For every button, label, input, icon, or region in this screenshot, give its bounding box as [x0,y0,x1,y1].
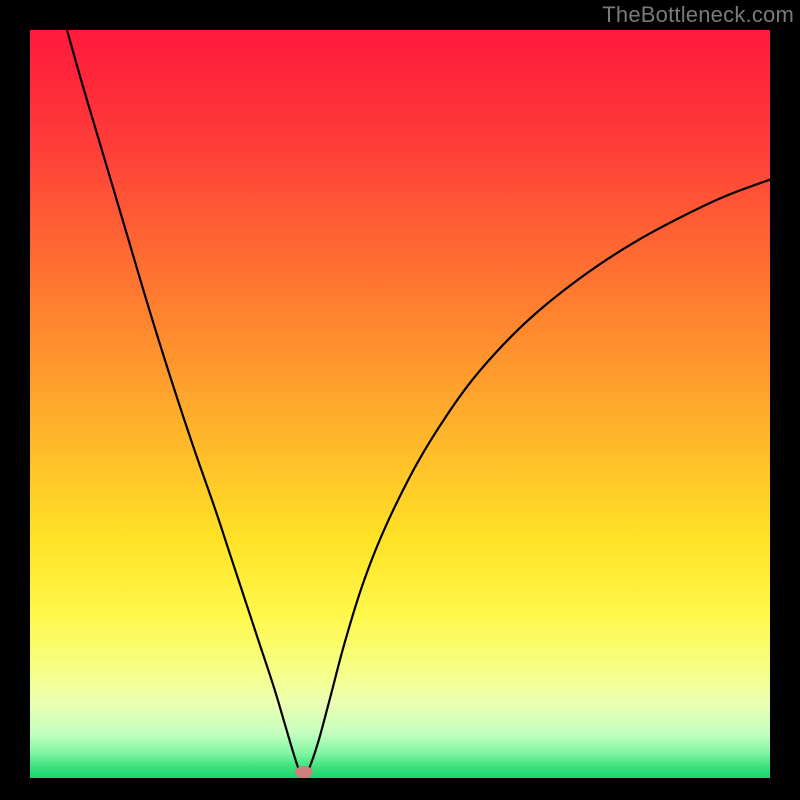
watermark-text: TheBottleneck.com [602,0,800,28]
bottleneck-chart [0,0,800,800]
optimal-marker [295,766,313,778]
chart-container: TheBottleneck.com [0,0,800,800]
plot-area [30,30,770,778]
